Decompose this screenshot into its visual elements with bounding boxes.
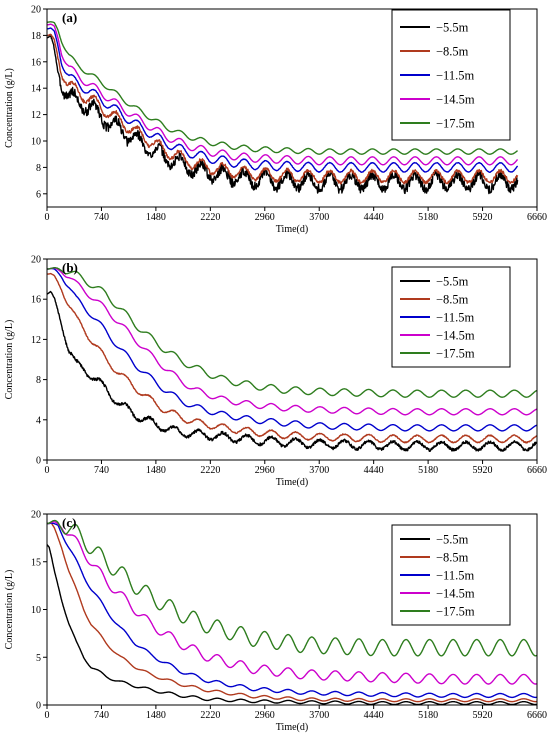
x-tick-label: 4440: [364, 212, 384, 223]
y-tick-label: 14: [31, 84, 41, 95]
chart-panel-2: 0 740 1480 2220 2960 3700 4440 5180 5920 6660 0 4 8 1…: [4, 255, 547, 489]
x-tick-label: 1480: [146, 212, 166, 223]
y-tick-label: 20: [31, 255, 41, 266]
y-axis-label: Concentration (g/L): [4, 320, 15, 400]
series-line-2: [47, 522, 537, 703]
series-line-4: [47, 267, 537, 416]
x-tick-label: 6660: [527, 465, 547, 476]
legend-entry: −14.5m: [436, 329, 475, 343]
x-tick-label: 2220: [200, 212, 220, 223]
x-tick-label: 2960: [255, 710, 275, 721]
x-tick-label: 5180: [418, 710, 438, 721]
legend-entry: −11.5m: [436, 311, 474, 325]
panel-label: (b): [62, 260, 78, 275]
y-tick-label: 8: [36, 163, 41, 174]
legend-entry: −17.5m: [436, 347, 475, 361]
y-tick-label: 16: [31, 57, 41, 68]
y-tick-label: 6: [36, 189, 41, 200]
legend: −5.5m −8.5m −11.5m −14.5m −17.5m: [391, 266, 511, 368]
y-tick-label: 0: [36, 701, 41, 712]
chart-panel-3: 0 740 1480 2220 2960 3700 4440 5180 5920 6660 0 5 10…: [4, 510, 547, 734]
legend-entry: −11.5m: [436, 69, 474, 83]
x-tick-label: 3700: [309, 212, 329, 223]
x-tick-label: 2960: [255, 465, 275, 476]
x-tick-label: 5180: [418, 465, 438, 476]
legend-entry: −11.5m: [436, 569, 474, 583]
x-tick-label: 4440: [364, 465, 384, 476]
y-tick-label: 20: [31, 5, 41, 16]
series-line-5: [47, 21, 518, 155]
x-tick-label: 740: [94, 212, 109, 223]
panel-label: (c): [62, 515, 76, 530]
legend-entry: −8.5m: [436, 551, 469, 565]
y-tick-label: 12: [31, 335, 41, 346]
y-tick-label: 4: [36, 415, 41, 426]
y-tick-label: 10: [31, 137, 41, 148]
plot-frame: [46, 258, 538, 461]
plot-frame: [46, 8, 538, 208]
series-line-2: [47, 33, 519, 185]
series-line-4: [47, 23, 519, 166]
x-tick-label: 5180: [418, 212, 438, 223]
legend-entry: −5.5m: [436, 21, 469, 35]
x-tick-label: 2220: [200, 710, 220, 721]
y-tick-label: 0: [36, 456, 41, 467]
x-tick-label: 5920: [473, 212, 493, 223]
series-line-1: [47, 290, 537, 452]
x-tick-label: 740: [94, 465, 109, 476]
series-group: [47, 21, 519, 195]
x-tick-label: 2220: [200, 465, 220, 476]
x-tick-label: 0: [45, 465, 50, 476]
y-tick-label: 15: [31, 557, 41, 568]
series-line-5: [47, 519, 537, 657]
series-line-3: [47, 267, 537, 432]
series-line-2: [47, 272, 537, 444]
x-axis-label: Time(d): [276, 722, 308, 733]
chart-panel-1: 0 740 1480 2220 2960 3700 4440 5180 5920 6660 6 8 10…: [4, 5, 547, 236]
x-tick-label: 6660: [527, 212, 547, 223]
series-line-1: [47, 544, 537, 705]
y-axis-label: Concentration (g/L): [4, 68, 15, 148]
y-tick-label: 12: [31, 110, 41, 121]
legend-entry: −17.5m: [436, 605, 475, 619]
series-line-5: [47, 267, 537, 398]
legend: −5.5m −8.5m −11.5m −14.5m −17.5m: [391, 9, 511, 141]
x-tick-label: 5920: [473, 710, 493, 721]
x-tick-label: 3700: [309, 710, 329, 721]
x-tick-label: 3700: [309, 465, 329, 476]
series-group: [47, 519, 537, 705]
legend-entry: −14.5m: [436, 587, 475, 601]
x-tick-label: 1480: [146, 465, 166, 476]
x-tick-label: 6660: [527, 710, 547, 721]
legend-entry: −5.5m: [436, 533, 469, 547]
y-tick-label: 18: [31, 31, 41, 42]
x-tick-label: 740: [94, 710, 109, 721]
legend-entry: −8.5m: [436, 45, 469, 59]
legend-entry: −5.5m: [436, 275, 469, 289]
series-line-3: [47, 27, 519, 174]
x-tick-label: 1480: [146, 710, 166, 721]
y-tick-label: 10: [31, 605, 41, 616]
x-tick-label: 0: [45, 710, 50, 721]
legend-entry: −14.5m: [436, 93, 475, 107]
series-line-3: [47, 522, 537, 699]
legend-entry: −17.5m: [436, 117, 475, 131]
legend: −5.5m −8.5m −11.5m −14.5m −17.5m: [391, 524, 511, 626]
y-tick-label: 5: [36, 653, 41, 664]
x-axis-label: Time(d): [276, 477, 308, 488]
y-axis-label: Concentration (g/L): [4, 570, 15, 650]
series-group: [47, 267, 537, 452]
x-tick-label: 2960: [255, 212, 275, 223]
legend-entry: −8.5m: [436, 293, 469, 307]
y-tick-label: 20: [31, 510, 41, 521]
series-line-4: [47, 521, 537, 685]
x-axis-label: Time(d): [276, 224, 308, 235]
panel-label: (a): [62, 10, 77, 25]
x-tick-label: 4440: [364, 710, 384, 721]
x-tick-label: 5920: [473, 465, 493, 476]
y-tick-label: 8: [36, 375, 41, 386]
y-tick-label: 16: [31, 295, 41, 306]
x-tick-label: 0: [45, 212, 50, 223]
